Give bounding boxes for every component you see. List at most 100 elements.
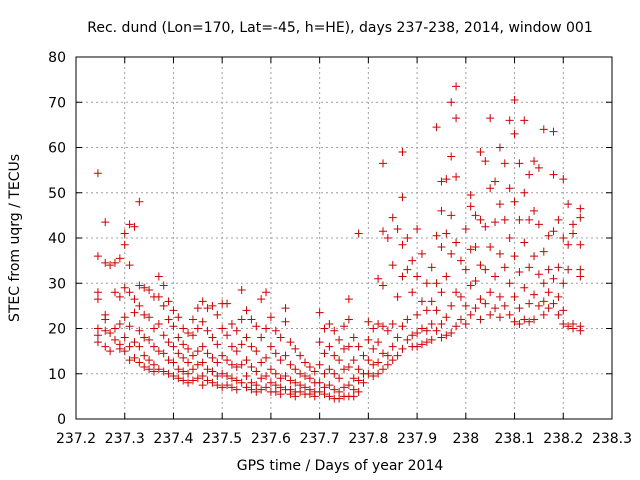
- data-point: [525, 170, 534, 179]
- data-point: [413, 329, 422, 338]
- data-point: [325, 365, 334, 374]
- data-point: [413, 310, 422, 319]
- data-point: [374, 338, 383, 347]
- data-point: [203, 349, 212, 358]
- x-tick-label: 237.9: [397, 431, 437, 447]
- data-point: [159, 331, 168, 340]
- data-point: [208, 301, 217, 310]
- data-point: [452, 172, 461, 181]
- data-point: [252, 322, 261, 331]
- y-axis-title: STEC from uqrg / TECUs: [7, 154, 23, 322]
- data-point: [461, 301, 470, 310]
- data-point: [257, 374, 266, 383]
- data-point: [169, 372, 178, 381]
- data-point: [432, 231, 441, 240]
- x-tick-label: 237.7: [300, 431, 340, 447]
- data-point: [164, 297, 173, 306]
- data-point: [242, 306, 251, 315]
- data-point: [422, 338, 431, 347]
- data-point: [140, 333, 149, 342]
- data-point: [417, 297, 426, 306]
- data-point: [461, 319, 470, 328]
- data-point: [471, 304, 480, 313]
- data-point: [271, 387, 280, 396]
- data-point: [466, 191, 475, 200]
- data-point: [203, 376, 212, 385]
- data-point: [262, 372, 271, 381]
- data-point: [174, 313, 183, 322]
- data-point: [213, 340, 222, 349]
- data-point: [398, 193, 407, 202]
- data-point: [310, 367, 319, 376]
- data-point: [184, 369, 193, 378]
- data-point: [335, 394, 344, 403]
- data-point: [223, 331, 232, 340]
- data-point: [383, 360, 392, 369]
- data-point: [564, 200, 573, 209]
- data-point: [120, 240, 129, 249]
- data-point: [456, 315, 465, 324]
- data-point: [559, 279, 568, 288]
- data-point: [481, 222, 490, 231]
- data-point: [213, 372, 222, 381]
- data-point: [398, 344, 407, 353]
- data-point: [408, 288, 417, 297]
- data-point: [481, 299, 490, 308]
- data-point: [247, 385, 256, 394]
- data-point: [130, 338, 139, 347]
- x-tick-label: 237.5: [202, 431, 242, 447]
- data-point: [413, 272, 422, 281]
- data-point: [203, 365, 212, 374]
- data-point: [198, 358, 207, 367]
- x-tick-label: 238.3: [592, 431, 632, 447]
- data-point: [452, 82, 461, 91]
- data-point: [447, 98, 456, 107]
- data-point: [101, 218, 110, 227]
- data-point: [232, 385, 241, 394]
- data-point: [174, 349, 183, 358]
- data-point: [544, 288, 553, 297]
- data-point: [291, 392, 300, 401]
- data-point: [344, 381, 353, 390]
- data-point: [544, 231, 553, 240]
- data-point: [252, 347, 261, 356]
- data-point: [232, 347, 241, 356]
- data-point: [359, 378, 368, 387]
- data-point: [530, 206, 539, 215]
- data-point: [125, 356, 134, 365]
- data-point: [383, 234, 392, 242]
- data-point: [515, 319, 524, 328]
- data-point: [452, 322, 461, 331]
- data-point: [354, 342, 363, 351]
- data-point: [525, 317, 534, 326]
- data-point: [495, 200, 504, 209]
- data-point: [388, 342, 397, 351]
- data-point: [515, 304, 524, 313]
- data-point: [398, 322, 407, 331]
- data-point: [456, 292, 465, 301]
- data-point: [296, 369, 305, 378]
- data-point: [447, 152, 456, 161]
- data-point: [481, 157, 490, 166]
- data-point: [539, 279, 548, 288]
- data-point: [569, 220, 578, 229]
- data-point: [398, 148, 407, 157]
- data-point: [149, 342, 158, 351]
- data-point: [554, 292, 563, 301]
- data-point: [486, 114, 495, 123]
- data-point: [500, 301, 509, 310]
- data-point: [271, 369, 280, 378]
- data-point: [213, 381, 222, 390]
- data-point: [154, 292, 163, 301]
- data-point: [427, 263, 436, 272]
- data-point: [135, 358, 144, 367]
- data-point: [213, 358, 222, 367]
- data-point: [340, 322, 348, 331]
- data-point: [539, 247, 548, 256]
- data-point: [549, 170, 558, 179]
- data-point: [388, 319, 397, 328]
- data-point: [179, 324, 188, 333]
- data-point: [505, 279, 514, 288]
- data-point: [559, 234, 568, 242]
- data-point: [227, 360, 236, 369]
